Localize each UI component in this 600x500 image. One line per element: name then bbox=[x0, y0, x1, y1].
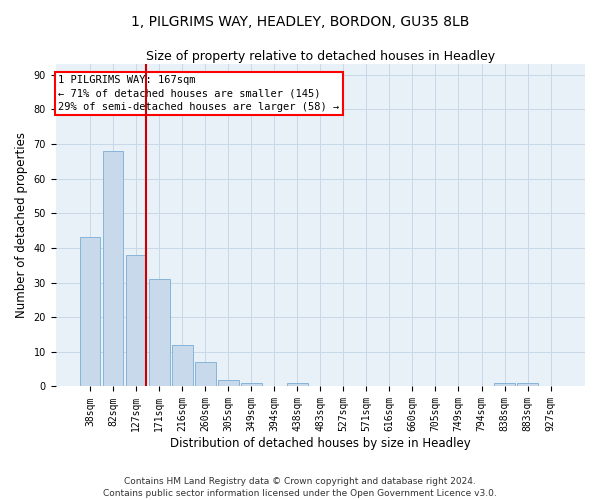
Y-axis label: Number of detached properties: Number of detached properties bbox=[15, 132, 28, 318]
Bar bbox=[80, 238, 100, 386]
Bar bbox=[103, 151, 124, 386]
Bar bbox=[494, 383, 515, 386]
Text: Contains HM Land Registry data © Crown copyright and database right 2024.
Contai: Contains HM Land Registry data © Crown c… bbox=[103, 476, 497, 498]
Bar bbox=[517, 383, 538, 386]
Text: 1 PILGRIMS WAY: 167sqm
← 71% of detached houses are smaller (145)
29% of semi-de: 1 PILGRIMS WAY: 167sqm ← 71% of detached… bbox=[58, 76, 340, 112]
Text: 1, PILGRIMS WAY, HEADLEY, BORDON, GU35 8LB: 1, PILGRIMS WAY, HEADLEY, BORDON, GU35 8… bbox=[131, 15, 469, 29]
Bar bbox=[241, 383, 262, 386]
Bar bbox=[172, 345, 193, 387]
Bar bbox=[149, 279, 170, 386]
X-axis label: Distribution of detached houses by size in Headley: Distribution of detached houses by size … bbox=[170, 437, 471, 450]
Bar bbox=[287, 383, 308, 386]
Title: Size of property relative to detached houses in Headley: Size of property relative to detached ho… bbox=[146, 50, 495, 63]
Bar bbox=[218, 380, 239, 386]
Bar bbox=[126, 255, 146, 386]
Bar bbox=[195, 362, 215, 386]
